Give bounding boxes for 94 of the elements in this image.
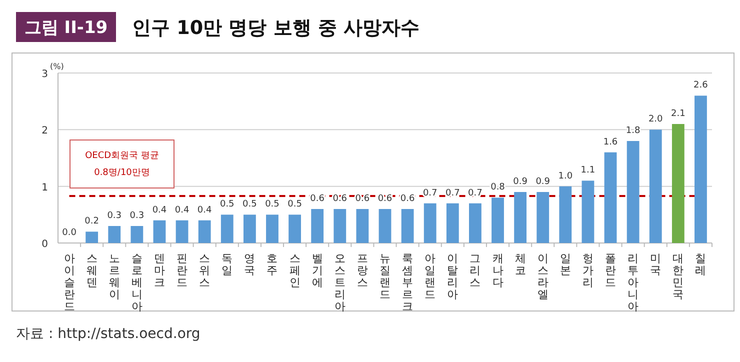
- bar: [514, 192, 527, 243]
- data-label: 0.9: [536, 177, 550, 187]
- bar: [582, 180, 594, 243]
- bar: [401, 209, 414, 243]
- bar: [130, 226, 144, 243]
- bar: [311, 209, 324, 243]
- data-label: 1.8: [626, 126, 640, 136]
- data-label: 0.4: [152, 205, 167, 216]
- bar: [108, 226, 121, 243]
- data-label: 2.6: [694, 80, 708, 91]
- bar: [604, 152, 617, 243]
- bar: [424, 203, 436, 243]
- bar: [266, 214, 278, 243]
- x-tick-label: 이탈리아: [447, 252, 458, 301]
- x-tick-label: 이스라엘: [537, 252, 548, 301]
- ref-line-label: OECD회원국 평균 0.8명/10만명: [85, 151, 159, 178]
- bar: [626, 141, 640, 243]
- x-tick-label: 미국: [650, 252, 662, 277]
- data-label: 0.3: [107, 211, 122, 221]
- x-tick-label: 스페인: [289, 252, 300, 289]
- bar: [469, 203, 482, 243]
- x-tick-label: 영국: [244, 252, 256, 277]
- data-label: 2.0: [648, 114, 664, 125]
- bar: [672, 124, 684, 243]
- x-tick-label: 오스트리아: [334, 252, 346, 313]
- bar: [492, 198, 504, 243]
- x-tick-label: 프랑스: [356, 252, 368, 289]
- data-label: 1.6: [603, 137, 618, 148]
- data-label: 0.4: [197, 205, 212, 216]
- x-tick-label: 독일: [222, 252, 233, 277]
- bar: [243, 214, 256, 243]
- bar: [153, 220, 166, 243]
- x-tick-label: 체코: [514, 252, 526, 277]
- x-tick-label: 노르웨이: [108, 252, 120, 301]
- x-tick-label: 호주: [266, 252, 278, 277]
- chart-title: 인구 10만 명당 보행 중 사망자수: [132, 17, 420, 39]
- data-label: 0.6: [378, 194, 392, 204]
- data-label: 0.5: [220, 200, 234, 210]
- x-tick-label: 덴마크: [154, 252, 165, 289]
- data-label: 0.7: [445, 188, 460, 198]
- x-tick-label: 벨기에: [312, 252, 323, 289]
- bar: [176, 220, 188, 243]
- data-label: 0.4: [174, 205, 190, 216]
- x-tick-label: 스위스: [199, 252, 210, 289]
- x-tick-label: 핀란드: [176, 252, 188, 289]
- x-tick-label: 그리스: [470, 252, 481, 289]
- chart-subtitle: 그림 II-19: [24, 18, 108, 38]
- x-tick-label: 뉴질랜드: [380, 252, 390, 301]
- data-label: 2.1: [671, 109, 686, 119]
- bar: [378, 209, 392, 243]
- x-tick-label: 대한민국: [672, 252, 684, 301]
- x-tick-label: 캐나다: [492, 252, 504, 289]
- x-tick-label: 룩셈부르크: [402, 252, 414, 313]
- data-label: 0.5: [288, 200, 302, 210]
- x-tick-label: 슬로베니아: [131, 252, 142, 313]
- data-label: 0.2: [84, 216, 99, 227]
- data-label: 0.6: [400, 194, 415, 204]
- text: 자료 : http://stats.oecd.org: [16, 326, 200, 342]
- bar: [356, 209, 369, 243]
- x-tick-label: 헝가리: [582, 252, 594, 289]
- y-tick-label: 0: [42, 239, 48, 250]
- data-label: 0.3: [130, 211, 144, 221]
- data-label: 0.6: [310, 194, 325, 204]
- data-label: 0.6: [355, 194, 370, 204]
- bar: [694, 96, 707, 243]
- data-label: 0.5: [242, 200, 257, 210]
- y-tick-label: 2: [42, 126, 48, 137]
- data-label: 1.0: [558, 171, 573, 182]
- bar: [220, 214, 234, 243]
- y-tick-label: 3: [42, 69, 48, 80]
- x-tick-label: 폴란드: [605, 252, 616, 289]
- x-tick-label: 아일랜드: [424, 252, 436, 301]
- x-tick-label: 스웨덴: [86, 252, 98, 289]
- y-axis-title: (%): [50, 62, 64, 71]
- x-tick-label: 아이슬란드: [64, 252, 75, 313]
- bar: [559, 186, 572, 243]
- x-tick-label: 리투아니아: [628, 252, 639, 313]
- data-label: 0.0: [62, 228, 77, 238]
- bar: [536, 192, 550, 243]
- bar: [198, 220, 211, 243]
- x-tick-label: 일본: [560, 252, 571, 277]
- data-label: 1.1: [580, 166, 596, 176]
- y-tick-label: 1: [42, 182, 48, 194]
- bar: [649, 130, 662, 243]
- data-label: 0.5: [265, 200, 280, 210]
- bar: [86, 232, 98, 243]
- data-label: 0.9: [513, 177, 528, 187]
- bar: [334, 209, 346, 243]
- data-label: 0.8: [490, 182, 506, 193]
- ref-label-box: OECD회원국 평균 0.8명/10만명: [70, 140, 174, 188]
- data-label: 0.6: [332, 194, 348, 204]
- bar: [446, 203, 459, 243]
- x-tick-label: 칠레: [695, 252, 706, 277]
- bar: [288, 214, 301, 243]
